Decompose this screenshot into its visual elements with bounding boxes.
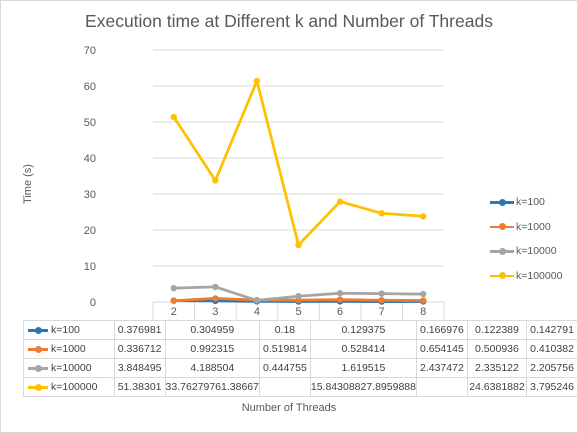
table-cell: 3.848495	[113, 358, 166, 378]
data-point-k=100000	[378, 210, 385, 217]
table-cell: 0.122389	[466, 320, 528, 340]
x-tick-label: 2	[171, 306, 177, 318]
table-series-label: k=100	[23, 320, 115, 340]
y-tick-label: 40	[84, 153, 96, 165]
table-series-label: k=100000	[23, 377, 115, 397]
data-point-k=10000	[212, 283, 219, 291]
x-tick-label: 7	[379, 306, 385, 318]
y-tick-label: 60	[84, 81, 96, 93]
table-series-label: k=10000	[23, 358, 115, 378]
data-point-k=10000	[170, 284, 177, 292]
data-point-k=100000	[170, 113, 177, 121]
data-point-k=1000	[336, 296, 344, 303]
table-cell: 51.38301	[113, 377, 166, 397]
table-cell: 3.795246	[526, 377, 578, 397]
data-point-k=10000	[295, 292, 302, 300]
table-cell	[415, 377, 468, 397]
x-tick-label: 3	[212, 306, 218, 318]
data-point-k=100000	[295, 241, 302, 249]
table-cell: 15.84308827.8959888	[309, 377, 417, 397]
legend: k=100 k=1000 k=10000 k=100000	[490, 190, 562, 288]
legend-label: k=1000	[516, 220, 551, 233]
data-point-k=10000	[420, 290, 427, 298]
x-axis-title: Number of Threads	[241, 402, 337, 414]
legend-marker	[490, 271, 514, 281]
table-row: k=100 0.376981 0.304959 0.18 0.129375 0.16697…	[23, 320, 578, 340]
y-tick-label: 50	[84, 117, 96, 129]
table-series-label: k=1000	[23, 339, 115, 359]
table-cell: 0.129375	[309, 320, 417, 340]
x-tick-label: 8	[420, 306, 426, 318]
legend-item: k=1000	[490, 215, 562, 240]
legend-item: k=10000	[490, 239, 562, 264]
legend-label: k=100000	[516, 269, 563, 282]
legend-marker	[490, 246, 514, 256]
table-row: k=100000 51.38301 33.76279761.38667 15.8430…	[23, 377, 578, 397]
table-cell: 2.205756	[526, 358, 578, 378]
data-point-k=10000	[336, 290, 344, 297]
data-point-k=1000	[420, 297, 427, 304]
table-cell: 0.528414	[309, 339, 417, 359]
table-cell: 0.654145	[415, 339, 468, 359]
data-point-k=100000	[253, 77, 261, 85]
table-cell: 2.335122	[466, 358, 528, 378]
table-cell: 33.76279761.38667	[164, 377, 260, 397]
data-point-k=100000	[420, 213, 427, 220]
table-cell: 0.519814	[258, 339, 311, 359]
x-tick-label: 5	[295, 306, 301, 318]
legend-label: k=10000	[516, 245, 557, 258]
x-tick-label: 6	[337, 306, 343, 318]
data-table: k=100 0.376981 0.304959 0.18 0.129375 0.16697…	[23, 320, 578, 397]
table-cell	[258, 377, 311, 397]
table-cell: 0.500936	[466, 339, 528, 359]
data-point-k=10000	[253, 297, 261, 304]
y-tick-label: 20	[84, 225, 96, 237]
legend-marker	[490, 222, 514, 232]
table-row: k=10000 3.848495 4.188504 0.444755 1.619515 2…	[23, 358, 578, 378]
table-cell: 0.166976	[415, 320, 468, 340]
data-point-k=10000	[378, 290, 385, 297]
table-cell: 1.619515	[309, 358, 417, 378]
legend-item: k=100000	[490, 264, 562, 289]
data-point-k=1000	[170, 297, 177, 304]
table-cell: 0.18	[258, 320, 311, 340]
series-line-k=100000	[172, 79, 424, 247]
data-point-k=100000	[212, 177, 219, 184]
chart-title: Execution time at Different k and Number…	[85, 11, 493, 31]
table-cell: 0.444755	[258, 358, 311, 378]
x-tick-label: 4	[254, 306, 260, 318]
table-cell: 24.6381882	[466, 377, 528, 397]
legend-marker	[490, 197, 514, 207]
table-cell: 0.336712	[113, 339, 166, 359]
table-cell: 0.376981	[113, 320, 166, 340]
table-cell: 0.410382	[526, 339, 578, 359]
y-tick-label: 0	[90, 297, 96, 309]
data-point-k=100000	[336, 198, 344, 205]
y-tick-label: 10	[84, 261, 96, 273]
y-tick-label: 70	[84, 45, 96, 57]
table-cell: 0.304959	[164, 320, 260, 340]
legend-item: k=100	[490, 190, 562, 215]
table-cell: 0.142791	[526, 320, 578, 340]
data-point-k=1000	[378, 296, 385, 304]
table-cell: 2.437472	[415, 358, 468, 378]
table-cell: 4.188504	[164, 358, 260, 378]
y-tick-label: 30	[84, 189, 96, 201]
data-point-k=1000	[212, 295, 219, 302]
table-cell: 0.992315	[164, 339, 260, 359]
table-row: k=1000 0.336712 0.992315 0.519814 0.528414 0.…	[23, 339, 578, 359]
legend-label: k=100	[516, 196, 545, 209]
